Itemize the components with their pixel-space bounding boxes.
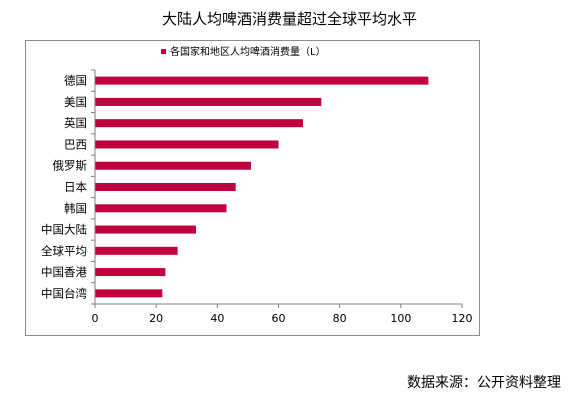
source-note: 数据来源：公开资料整理 xyxy=(407,375,561,391)
x-tick-label: 100 xyxy=(390,312,411,325)
chart-frame xyxy=(25,40,480,336)
legend-swatch xyxy=(161,49,166,54)
bar xyxy=(95,289,163,298)
bar xyxy=(95,225,196,234)
x-tick-label: 0 xyxy=(92,312,99,325)
legend-label: 各国家和地区人均啤酒消费量（L） xyxy=(170,45,326,58)
chart-axes xyxy=(91,69,463,308)
bar xyxy=(95,183,236,191)
category-label: 中国台湾 xyxy=(41,286,87,300)
bar xyxy=(95,161,251,170)
category-label: 韩国 xyxy=(64,201,87,215)
bar xyxy=(95,119,303,128)
bar xyxy=(95,140,279,149)
x-tick-label: 20 xyxy=(149,312,163,325)
category-label: 美国 xyxy=(64,95,87,109)
category-label: 英国 xyxy=(64,116,87,130)
category-label: 中国大陆 xyxy=(41,223,87,237)
category-label: 巴西 xyxy=(64,137,87,151)
chart-bars xyxy=(95,76,429,298)
category-label: 德国 xyxy=(64,74,87,88)
x-tick-labels: 0 20 40 60 80 100 120 xyxy=(92,312,473,325)
x-tick-label: 120 xyxy=(452,312,473,325)
chart-legend: 各国家和地区人均啤酒消费量（L） xyxy=(161,45,326,58)
category-label: 全球平均 xyxy=(41,244,87,258)
category-label: 日本 xyxy=(64,180,87,194)
bar xyxy=(95,97,322,106)
bar xyxy=(95,246,178,255)
x-tick-label: 60 xyxy=(272,312,286,325)
bar xyxy=(95,268,166,277)
bar xyxy=(95,204,227,213)
category-label: 俄罗斯 xyxy=(53,159,88,173)
bar xyxy=(95,76,429,85)
x-tick-label: 40 xyxy=(210,312,224,325)
category-label: 中国香港 xyxy=(41,265,87,279)
x-tick-label: 80 xyxy=(333,312,347,325)
chart-title: 大陆人均啤酒消费量超过全球平均水平 xyxy=(161,10,417,28)
